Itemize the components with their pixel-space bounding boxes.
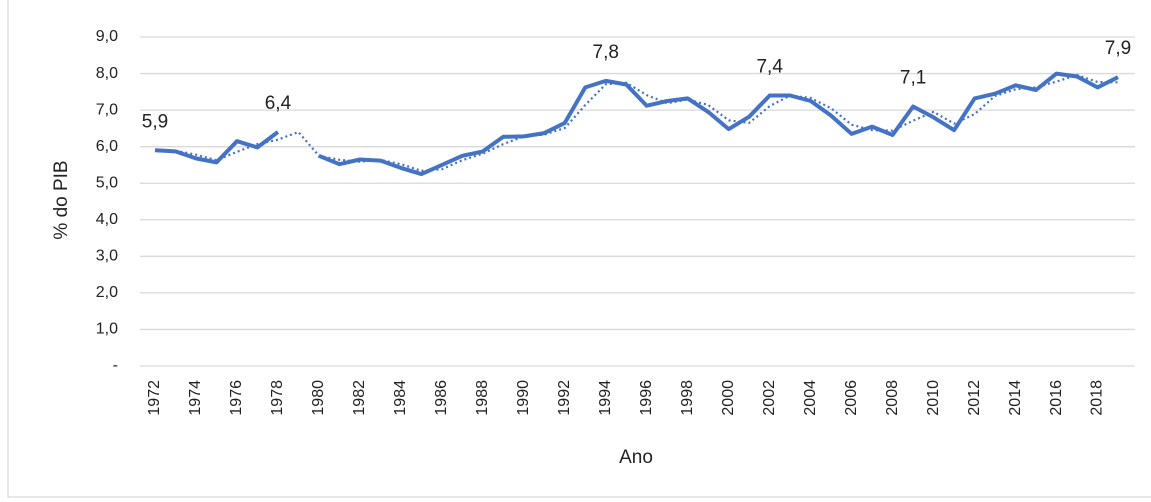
x-tick-label: 2018 bbox=[1089, 380, 1106, 416]
y-tick-label: 6,0 bbox=[96, 138, 118, 155]
x-tick-label: 1988 bbox=[474, 380, 491, 416]
x-tick-label: 1998 bbox=[679, 380, 696, 416]
data-label: 7,4 bbox=[756, 57, 783, 78]
x-tick-label: 1986 bbox=[433, 380, 450, 416]
x-tick-label: 1974 bbox=[187, 380, 204, 416]
x-tick-label: 2000 bbox=[720, 380, 737, 416]
x-tick-label: 1980 bbox=[310, 380, 327, 416]
x-tick-label: 2002 bbox=[761, 380, 778, 416]
y-tick-label: 7,0 bbox=[96, 101, 118, 118]
y-tick-label: 4,0 bbox=[96, 211, 118, 228]
x-tick-label: 1982 bbox=[351, 380, 368, 416]
x-tick-label: 1972 bbox=[146, 380, 163, 416]
x-axis-title: Ano bbox=[619, 447, 653, 468]
data-label: 6,4 bbox=[265, 93, 292, 114]
y-tick-label: 5,0 bbox=[96, 174, 118, 191]
x-tick-label: 2012 bbox=[966, 380, 983, 416]
y-axis-title: % do PIB bbox=[51, 160, 72, 239]
x-tick-label: 1996 bbox=[638, 380, 655, 416]
trend-line bbox=[175, 73, 1119, 172]
x-tick-label: 2004 bbox=[802, 380, 819, 416]
x-tick-label: 2008 bbox=[884, 380, 901, 416]
x-tick-label: 1978 bbox=[269, 380, 286, 416]
y-tick-label: - bbox=[113, 357, 118, 374]
data-label: 5,9 bbox=[142, 111, 168, 132]
x-tick-label: 1994 bbox=[597, 380, 614, 416]
x-tick-label: 1990 bbox=[515, 380, 532, 416]
x-tick-label: 1976 bbox=[228, 380, 245, 416]
x-tick-label: 2010 bbox=[925, 380, 942, 416]
x-tick-label: 2016 bbox=[1048, 380, 1065, 416]
x-tick-label: 2006 bbox=[843, 380, 860, 416]
data-label: 7,1 bbox=[900, 67, 926, 88]
x-tick-label: 1984 bbox=[392, 380, 409, 416]
data-label: 7,9 bbox=[1105, 38, 1131, 59]
x-tick-label: 1992 bbox=[556, 380, 573, 416]
y-tick-label: 2,0 bbox=[96, 284, 118, 301]
data-label: 7,8 bbox=[593, 42, 619, 63]
data-line bbox=[154, 71, 1119, 177]
frame bbox=[7, 0, 1151, 498]
y-tick-label: 8,0 bbox=[96, 65, 118, 82]
y-tick-label: 9,0 bbox=[96, 28, 118, 45]
y-tick-label: 1,0 bbox=[96, 321, 118, 338]
y-tick-label: 3,0 bbox=[96, 248, 118, 265]
x-tick-label: 2014 bbox=[1007, 380, 1024, 416]
